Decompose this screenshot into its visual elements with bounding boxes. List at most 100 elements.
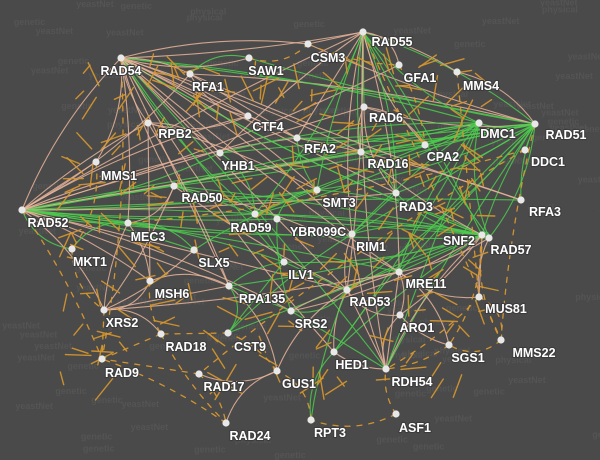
node-rad18[interactable]: [157, 330, 165, 338]
node-rad52[interactable]: [18, 206, 26, 214]
edge-physical: [360, 151, 483, 236]
edge-genetic: [276, 218, 483, 236]
node-csm3[interactable]: [304, 40, 312, 48]
node-gus1[interactable]: [273, 367, 281, 375]
node-label-cpa2: CPA2: [427, 150, 459, 164]
edge-predicted: [316, 369, 329, 386]
background-watermark: genetic: [376, 434, 408, 444]
edge-predicted: [458, 69, 473, 74]
node-yhb1[interactable]: [216, 149, 224, 157]
node-gfa1[interactable]: [395, 61, 403, 69]
node-ilv1[interactable]: [280, 258, 288, 266]
node-rad6[interactable]: [360, 103, 368, 111]
node-ddc1[interactable]: [521, 146, 529, 154]
node-ybr099c[interactable]: [273, 215, 281, 223]
edge-predicted: [414, 309, 426, 312]
node-rad53[interactable]: [343, 286, 351, 294]
node-label-rad24: RAD24: [230, 429, 271, 443]
node-cst9[interactable]: [224, 329, 232, 337]
node-msh6[interactable]: [146, 277, 154, 285]
background-watermark: physical: [387, 350, 423, 360]
edge-physical: [173, 185, 348, 291]
edge-physical: [247, 115, 298, 139]
node-mkt1[interactable]: [68, 245, 76, 253]
edge-predicted: [218, 247, 230, 253]
node-rad59[interactable]: [251, 210, 259, 218]
node-smt3[interactable]: [313, 186, 321, 194]
node-rpb2[interactable]: [144, 119, 152, 127]
node-rpa135[interactable]: [225, 282, 233, 290]
node-rad50[interactable]: [170, 182, 178, 190]
node-hed1[interactable]: [330, 348, 338, 356]
node-rad57[interactable]: [485, 234, 493, 242]
edge-predicted: [400, 366, 427, 371]
node-rfa3[interactable]: [517, 196, 525, 204]
edge-predicted: [478, 307, 496, 313]
node-rad24[interactable]: [222, 419, 230, 427]
node-sgs1[interactable]: [445, 341, 453, 349]
node-saw1[interactable]: [245, 54, 253, 62]
background-watermark: yeastNet: [175, 164, 213, 174]
node-mms4[interactable]: [453, 68, 461, 76]
node-rad9[interactable]: [98, 355, 106, 363]
edge-predicted: [475, 300, 485, 325]
node-rad17[interactable]: [195, 370, 203, 378]
node-rpt3[interactable]: [307, 416, 315, 424]
node-rad54[interactable]: [117, 54, 125, 62]
edge-predicted: [160, 333, 227, 424]
node-mus81[interactable]: [475, 293, 483, 301]
background-watermark: yeastNet: [395, 281, 433, 291]
node-dmc1[interactable]: [475, 119, 483, 127]
edge-predicted: [305, 189, 318, 196]
node-srs2[interactable]: [287, 307, 295, 315]
node-asf1[interactable]: [392, 410, 400, 418]
node-rad51[interactable]: [531, 120, 539, 128]
node-label-csm3: CSM3: [311, 51, 346, 65]
node-rad16[interactable]: [357, 148, 365, 156]
node-rfa2[interactable]: [293, 134, 301, 142]
node-xrs2[interactable]: [100, 306, 108, 314]
edge-predicted: [228, 243, 239, 257]
edge-physical: [120, 57, 250, 68]
node-cpa2[interactable]: [421, 141, 429, 149]
background-watermark: genetic: [462, 239, 494, 249]
edge-predicted: [240, 75, 255, 102]
edge-genetic: [248, 57, 536, 125]
edge-predicted: [401, 228, 424, 241]
node-snf2[interactable]: [478, 231, 486, 239]
edge-predicted: [69, 243, 84, 251]
edge-physical: [385, 271, 400, 370]
node-label-yhb1: YHB1: [221, 159, 254, 173]
edge-physical: [276, 289, 348, 372]
node-rad3[interactable]: [392, 189, 400, 197]
edge-physical: [296, 31, 364, 139]
node-label-saw1: SAW1: [248, 64, 283, 78]
edge-physical: [147, 122, 151, 282]
node-rad55[interactable]: [359, 28, 367, 36]
node-mec3[interactable]: [124, 219, 132, 227]
edge-predicted: [56, 188, 74, 211]
edge-predicted: [315, 341, 332, 350]
edge-physical: [398, 237, 490, 273]
node-ctf4[interactable]: [244, 112, 252, 120]
edge-genetic: [290, 289, 348, 313]
edge-predicted: [101, 57, 124, 360]
background-watermark: yeastNet: [263, 392, 301, 402]
node-rim1[interactable]: [348, 230, 356, 238]
edge-predicted: [328, 163, 343, 170]
node-layer[interactable]: [18, 28, 539, 427]
node-mms22[interactable]: [497, 336, 505, 344]
node-mms1[interactable]: [92, 158, 100, 166]
node-rdh54[interactable]: [382, 365, 390, 373]
node-slx5[interactable]: [190, 246, 198, 254]
node-mre11[interactable]: [395, 268, 403, 276]
edge-physical: [120, 57, 335, 353]
node-aro1[interactable]: [396, 311, 404, 319]
background-watermark: yeastNet: [516, 101, 554, 111]
edge-predicted: [81, 96, 98, 120]
edge-predicted: [146, 194, 167, 199]
node-rfa1[interactable]: [186, 70, 194, 78]
edge-genetic: [385, 122, 480, 370]
